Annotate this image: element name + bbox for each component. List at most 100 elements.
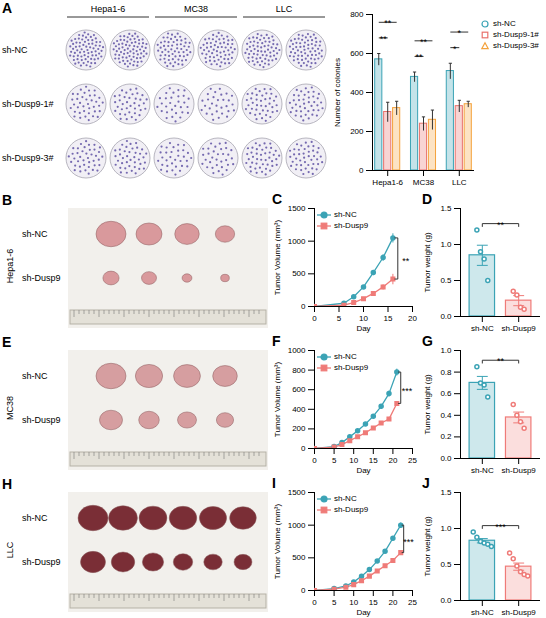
svg-text:10: 10 [349,598,358,607]
svg-text:Hepa1-6: Hepa1-6 [5,249,15,284]
svg-text:sh-Dusp9: sh-Dusp9 [502,324,537,333]
svg-text:0.5: 0.5 [440,276,452,285]
svg-text:25: 25 [408,598,417,607]
svg-text:**: ** [402,256,410,266]
svg-text:sh-Dusp9: sh-Dusp9 [22,273,61,283]
svg-text:Number of colonies: Number of colonies [333,58,342,127]
svg-text:H: H [2,476,12,492]
svg-text:Tumor Volume (mm³): Tumor Volume (mm³) [273,220,282,296]
svg-text:Hepa1-6: Hepa1-6 [372,178,403,187]
svg-text:**: ** [384,18,392,28]
svg-text:sh-Dusp9: sh-Dusp9 [502,466,537,475]
svg-text:800: 800 [292,366,306,375]
svg-text:600: 600 [292,385,306,394]
svg-text:Hepa1-6: Hepa1-6 [91,4,126,14]
svg-text:Tumor weight (g): Tumor weight (g) [423,374,432,435]
svg-text:0.2: 0.2 [440,432,452,441]
svg-text:Tumor weight (g): Tumor weight (g) [423,232,432,293]
svg-text:0.0: 0.0 [440,596,452,605]
svg-text:sh-NC: sh-NC [471,324,494,333]
svg-text:0: 0 [301,444,306,453]
svg-text:*: * [453,44,457,54]
svg-text:5: 5 [332,598,337,607]
svg-text:0.8: 0.8 [440,368,452,377]
svg-text:0.0: 0.0 [440,454,452,463]
svg-text:sh-Dusp9: sh-Dusp9 [502,608,537,617]
svg-text:E: E [2,334,11,350]
svg-text:500: 500 [292,553,306,562]
svg-text:LLC: LLC [5,541,15,558]
svg-text:5: 5 [337,314,342,323]
svg-text:10: 10 [349,456,358,465]
svg-text:5: 5 [332,456,337,465]
svg-text:Tumor weight (g): Tumor weight (g) [423,516,432,577]
svg-text:0.0: 0.0 [440,312,452,321]
svg-text:0: 0 [359,166,364,175]
svg-text:***: *** [402,386,413,396]
svg-text:1000: 1000 [288,346,306,355]
svg-text:**: ** [420,37,428,47]
svg-text:LLC: LLC [452,178,467,187]
svg-text:1000: 1000 [288,237,306,246]
svg-text:sh-Dusp9-3#: sh-Dusp9-3# [2,153,54,163]
svg-text:Day: Day [356,324,370,333]
svg-text:0: 0 [301,586,306,595]
svg-text:**: ** [380,34,388,44]
svg-text:200: 200 [350,127,364,136]
svg-text:500: 500 [292,269,306,278]
svg-text:B: B [2,192,12,208]
svg-text:10: 10 [359,314,368,323]
svg-text:0: 0 [312,598,317,607]
svg-text:***: *** [495,522,506,532]
svg-text:20: 20 [388,598,397,607]
svg-text:sh-Dusp9-1#: sh-Dusp9-1# [2,99,54,109]
svg-text:0.5: 0.5 [440,560,452,569]
svg-text:Tumor Volume (mm³): Tumor Volume (mm³) [273,362,282,438]
svg-text:1000: 1000 [288,521,306,530]
svg-text:400: 400 [292,405,306,414]
svg-text:1.0: 1.0 [440,524,452,533]
svg-text:25: 25 [408,456,417,465]
svg-text:0: 0 [312,314,317,323]
svg-text:1.0: 1.0 [440,346,452,355]
svg-text:0.6: 0.6 [440,389,452,398]
svg-text:1.5: 1.5 [440,204,452,213]
svg-text:MC38: MC38 [5,396,15,420]
svg-text:200: 200 [292,424,306,433]
svg-text:15: 15 [384,314,393,323]
svg-text:15: 15 [369,456,378,465]
svg-text:**: ** [416,52,424,62]
svg-text:sh-NC: sh-NC [471,466,494,475]
svg-text:sh-NC: sh-NC [2,45,28,55]
svg-text:MC38: MC38 [413,178,435,187]
svg-text:***: *** [403,537,414,547]
svg-text:**: ** [497,356,505,366]
svg-text:1.5: 1.5 [440,488,452,497]
svg-text:0: 0 [301,302,306,311]
svg-text:LLC: LLC [276,4,293,14]
svg-text:Tumor Volume (mm³): Tumor Volume (mm³) [273,504,282,580]
svg-text:1500: 1500 [288,204,306,213]
svg-text:sh-NC: sh-NC [471,608,494,617]
svg-text:Day: Day [356,608,370,617]
svg-text:400: 400 [350,88,364,97]
svg-text:sh-NC: sh-NC [22,513,48,523]
svg-text:**: ** [497,220,505,230]
svg-text:15: 15 [369,598,378,607]
svg-text:800: 800 [350,10,364,19]
svg-text:sh-NC: sh-NC [22,229,48,239]
svg-text:sh-NC: sh-NC [22,371,48,381]
svg-text:MC38: MC38 [184,4,208,14]
svg-text:20: 20 [408,314,417,323]
svg-text:*: * [458,28,462,38]
svg-text:0: 0 [312,456,317,465]
svg-text:1.0: 1.0 [440,240,452,249]
svg-text:1500: 1500 [288,488,306,497]
svg-text:Day: Day [356,466,370,475]
svg-text:sh-Dusp9: sh-Dusp9 [22,557,61,567]
svg-text:20: 20 [388,456,397,465]
svg-text:0.4: 0.4 [440,411,452,420]
svg-text:600: 600 [350,49,364,58]
svg-text:sh-Dusp9: sh-Dusp9 [22,415,61,425]
svg-text:A: A [2,0,12,16]
